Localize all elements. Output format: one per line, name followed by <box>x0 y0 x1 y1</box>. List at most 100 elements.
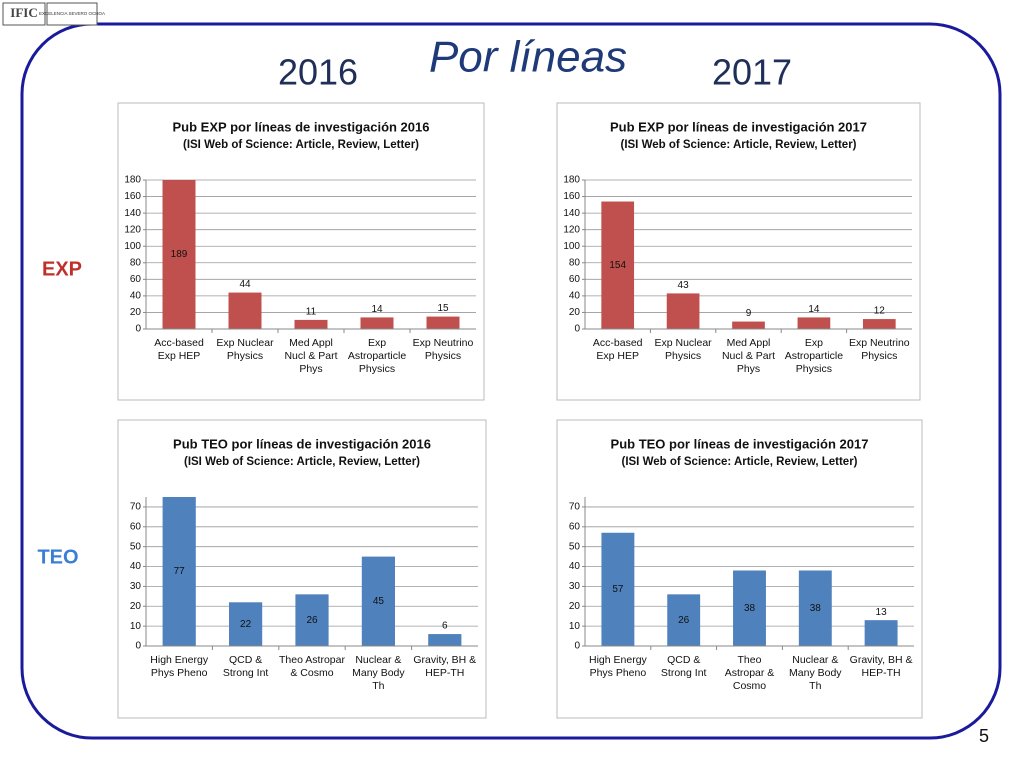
x-tick-label: Nuclear & Many Body Th <box>352 654 405 692</box>
bar <box>667 594 701 646</box>
chart-title: Pub TEO por líneas de investigación 2016 <box>173 436 431 451</box>
value-label: 77 <box>174 566 186 577</box>
y-tick-label: 60 <box>569 521 581 532</box>
y-tick-label: 10 <box>569 621 581 632</box>
bar <box>426 316 460 329</box>
bar <box>294 319 328 329</box>
bar <box>601 532 635 646</box>
y-tick-label: 140 <box>563 208 580 219</box>
x-tick-label: QCD & Strong Int <box>222 654 269 679</box>
x-tick-label: Exp Nuclear Physics <box>654 337 712 362</box>
y-tick-label: 180 <box>563 175 580 186</box>
y-tick-label: 0 <box>574 641 580 652</box>
x-tick-label: Nuclear & Many Body Th <box>789 654 842 692</box>
y-tick-label: 80 <box>130 257 142 268</box>
y-tick-label: 120 <box>563 224 580 235</box>
y-tick-label: 40 <box>569 291 581 302</box>
y-tick-label: 50 <box>569 541 581 552</box>
value-label: 9 <box>746 308 752 319</box>
x-tick-label: Gravity, BH & HEP-TH <box>849 654 913 679</box>
value-label: 44 <box>239 279 251 290</box>
value-label: 38 <box>744 603 756 614</box>
value-label: 12 <box>874 306 886 317</box>
y-tick-label: 60 <box>130 274 142 285</box>
x-tick-label: Exp Nuclear Physics <box>216 337 274 362</box>
row-label: EXP <box>42 258 82 280</box>
value-label: 11 <box>306 307 317 318</box>
chart-subtitle: (ISI Web of Science: Article, Review, Le… <box>184 456 420 468</box>
bar <box>428 634 462 646</box>
y-tick-label: 180 <box>124 175 141 186</box>
x-tick-label: Exp Neutrino Physics <box>848 337 910 362</box>
x-tick-label: Exp Neutrino Physics <box>412 337 474 362</box>
y-tick-label: 0 <box>135 324 141 335</box>
y-tick-label: 50 <box>130 541 142 552</box>
plot-area <box>162 180 460 329</box>
x-tick-label: Gravity, BH & HEP-TH <box>413 654 477 679</box>
value-label: 14 <box>371 304 383 315</box>
x-tick-label: Exp Astroparticle Physics <box>347 337 407 375</box>
y-tick-label: 160 <box>124 191 141 202</box>
value-label: 189 <box>171 249 188 260</box>
y-tick-label: 20 <box>130 307 142 318</box>
x-tick-label: Theo Astropar & Cosmo <box>279 654 345 679</box>
bar <box>798 570 832 646</box>
value-label: 14 <box>808 304 820 315</box>
chart-subtitle: (ISI Web of Science: Article, Review, Le… <box>620 139 856 151</box>
bar <box>601 201 635 329</box>
y-tick-label: 20 <box>130 601 142 612</box>
page-number: 5 <box>979 726 989 746</box>
y-tick-label: 30 <box>130 581 142 592</box>
x-tick-label: Theo Astropar & Cosmo <box>724 654 775 692</box>
y-tick-label: 30 <box>569 581 581 592</box>
y-tick-label: 40 <box>130 561 142 572</box>
bar <box>295 594 329 646</box>
value-label: 43 <box>678 280 690 291</box>
y-tick-label: 60 <box>130 521 142 532</box>
value-label: 26 <box>678 615 690 626</box>
value-label: 38 <box>810 603 822 614</box>
value-label: 22 <box>240 619 252 630</box>
bar <box>162 497 196 646</box>
bar <box>733 570 766 646</box>
chart-title: Pub EXP por líneas de investigación 2017 <box>610 119 867 134</box>
bar <box>360 317 394 329</box>
value-label: 26 <box>306 615 318 626</box>
y-tick-label: 100 <box>124 241 141 252</box>
row-label: TEO <box>37 546 78 568</box>
y-tick-label: 160 <box>563 191 580 202</box>
bar <box>361 556 395 646</box>
y-tick-label: 140 <box>124 208 141 219</box>
chart-title: Pub TEO por líneas de investigación 2017 <box>611 436 869 451</box>
y-tick-label: 20 <box>569 307 581 318</box>
chart-subtitle: (ISI Web of Science: Article, Review, Le… <box>183 139 419 151</box>
x-tick-label: Med Appl Nucl & Part Phys <box>284 337 338 375</box>
value-label: 154 <box>609 260 626 271</box>
bar <box>732 321 765 329</box>
value-label: 13 <box>876 607 888 618</box>
x-tick-label: Acc-based Exp HEP <box>592 337 643 362</box>
y-tick-label: 100 <box>563 241 580 252</box>
year-label: 2017 <box>712 52 792 93</box>
y-tick-label: 10 <box>130 621 142 632</box>
y-tick-label: 40 <box>130 291 142 302</box>
bar <box>666 293 700 329</box>
value-label: 15 <box>437 303 449 314</box>
y-tick-label: 120 <box>124 224 141 235</box>
slide-title: Por líneas <box>429 33 627 82</box>
chart-title: Pub EXP por líneas de investigación 2016 <box>173 119 430 134</box>
plot-area <box>601 532 898 646</box>
bar <box>862 319 896 329</box>
bar <box>228 292 262 329</box>
value-label: 57 <box>612 584 624 595</box>
y-tick-label: 60 <box>569 274 581 285</box>
y-tick-label: 40 <box>569 561 581 572</box>
x-tick-label: High Energy Phys Pheno <box>150 654 209 679</box>
plot-area <box>162 497 462 646</box>
y-tick-label: 70 <box>569 502 581 513</box>
bar <box>162 180 196 329</box>
slide-frame <box>20 22 1002 740</box>
y-tick-label: 80 <box>569 257 581 268</box>
